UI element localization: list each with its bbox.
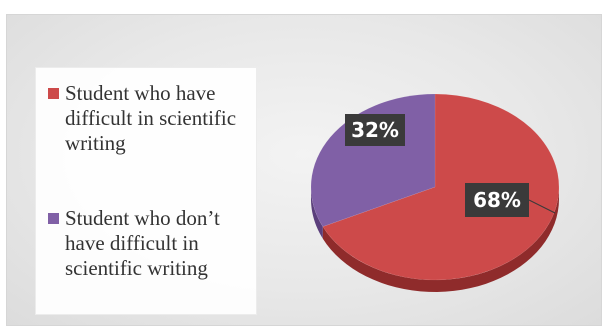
pie-chart: 68% 32%	[310, 93, 560, 292]
legend-label-difficult: Student who have difficult in scientific…	[65, 81, 237, 155]
legend-swatch-no-difficult	[48, 213, 59, 224]
data-label-box-1	[345, 114, 405, 146]
legend-swatch-difficult	[48, 88, 59, 99]
legend-item-no-difficult: Student who don’t have difficult in scie…	[48, 206, 243, 281]
pie-slice-0	[322, 93, 560, 281]
legend: Student who have difficult in scientific…	[35, 67, 257, 315]
data-label-box-0	[465, 183, 529, 217]
chart-area: 68% 32% Student who have difficult in sci…	[6, 14, 602, 326]
leader-line-0	[528, 199, 556, 214]
legend-label-no-difficult: Student who don’t have difficult in scie…	[65, 206, 220, 280]
data-label-1: 32%	[351, 118, 399, 142]
pie-side-1	[311, 187, 323, 239]
legend-item-difficult: Student who have difficult in scientific…	[48, 81, 243, 156]
data-label-0: 68%	[473, 188, 521, 212]
